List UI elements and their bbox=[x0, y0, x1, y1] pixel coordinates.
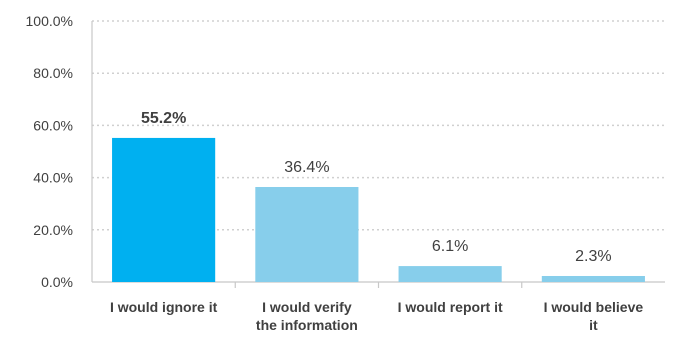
bar-data-label: 55.2% bbox=[141, 110, 186, 127]
bar-data-label: 6.1% bbox=[432, 238, 468, 255]
y-tick-label: 40.0% bbox=[33, 170, 73, 186]
bar bbox=[255, 186, 359, 282]
x-category-label: it bbox=[589, 317, 598, 333]
y-tick-label: 80.0% bbox=[33, 65, 73, 81]
data-labels: 55.2% 36.4% 6.1% 2.3% bbox=[141, 110, 612, 265]
x-category-label: the information bbox=[256, 317, 358, 333]
x-axis-category-labels: I would ignore it I would verify the infor… bbox=[110, 299, 643, 333]
y-axis-tick-labels: 0.0% 20.0% 40.0% 60.0% 80.0% 100.0% bbox=[26, 13, 73, 290]
bar bbox=[398, 266, 502, 282]
y-tick-label: 20.0% bbox=[33, 222, 73, 238]
x-category-label: I would believe bbox=[544, 299, 644, 315]
bars bbox=[112, 137, 645, 282]
x-category-label: I would verify bbox=[262, 299, 352, 315]
bar-data-label: 36.4% bbox=[284, 159, 329, 176]
y-tick-label: 0.0% bbox=[41, 274, 73, 290]
bar bbox=[112, 137, 216, 282]
bar bbox=[541, 275, 645, 282]
y-tick-label: 60.0% bbox=[33, 117, 73, 133]
bar-data-label: 2.3% bbox=[575, 248, 611, 265]
x-category-label: I would report it bbox=[398, 299, 503, 315]
x-category-label: I would ignore it bbox=[110, 299, 218, 315]
y-tick-label: 100.0% bbox=[26, 13, 73, 29]
